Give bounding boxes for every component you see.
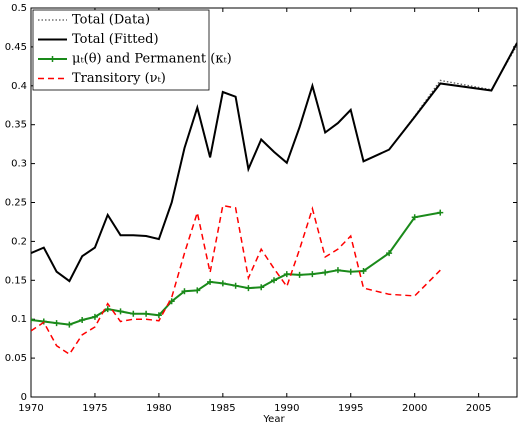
x-axis-label: Year: [262, 414, 285, 424]
data-marker: [104, 306, 111, 313]
x-tick-label: 2005: [466, 403, 491, 414]
data-marker: [53, 320, 60, 327]
data-marker: [91, 313, 98, 320]
y-tick-label: 0.45: [5, 42, 27, 53]
x-tick-label: 1980: [146, 403, 171, 414]
data-marker: [437, 209, 444, 216]
legend-box: [32, 9, 210, 91]
y-tick-label: 0.15: [5, 275, 27, 286]
data-marker: [194, 287, 201, 294]
data-marker: [181, 288, 188, 295]
data-marker: [143, 310, 150, 317]
series-line: [31, 204, 441, 356]
data-marker: [258, 284, 265, 291]
x-tick-label: 1995: [338, 403, 363, 414]
data-marker: [347, 268, 354, 275]
data-marker: [245, 285, 252, 292]
data-marker: [309, 271, 316, 278]
data-marker: [283, 271, 290, 278]
x-tick-label: 1990: [274, 403, 299, 414]
legend-label: Transitory (νₜ): [72, 71, 166, 86]
data-marker: [334, 267, 341, 274]
data-marker: [296, 271, 303, 278]
x-tick-label: 1985: [210, 403, 235, 414]
legend-marker: [49, 56, 56, 62]
y-tick-label: 0.5: [11, 3, 27, 14]
x-tick-label: 1970: [18, 403, 43, 414]
legend-label: Total (Fitted): [72, 32, 159, 47]
y-tick-label: 0.4: [11, 81, 27, 92]
x-tick-label: 1975: [82, 403, 107, 414]
y-tick-label: 0.05: [5, 353, 27, 364]
y-tick-label: 0.2: [11, 236, 27, 247]
data-marker: [66, 321, 73, 328]
y-tick-label: 0.3: [11, 159, 27, 170]
y-tick-label: 0.35: [5, 120, 27, 131]
y-tick-label: 0.1: [11, 314, 27, 325]
data-marker: [219, 280, 226, 287]
data-marker: [411, 214, 418, 221]
y-tick-label: 0: [21, 392, 27, 403]
data-marker: [271, 277, 277, 284]
data-marker: [31, 316, 34, 323]
data-marker: [207, 278, 214, 285]
data-marker: [79, 316, 86, 323]
data-marker: [322, 269, 329, 276]
data-marker: [360, 267, 367, 274]
y-tick-label: 0.25: [5, 198, 27, 209]
data-marker: [232, 282, 239, 289]
data-marker: [155, 312, 162, 319]
series-line: [31, 211, 441, 326]
legend-label: Total (Data): [72, 13, 150, 28]
plot-area: [31, 42, 517, 356]
series-line: [31, 42, 517, 283]
x-tick-label: 2000: [402, 403, 427, 414]
data-marker: [117, 308, 124, 315]
legend-label: μₜ(θ) and Permanent (κₜ): [72, 52, 232, 67]
data-marker: [130, 310, 137, 317]
data-marker: [386, 250, 393, 257]
